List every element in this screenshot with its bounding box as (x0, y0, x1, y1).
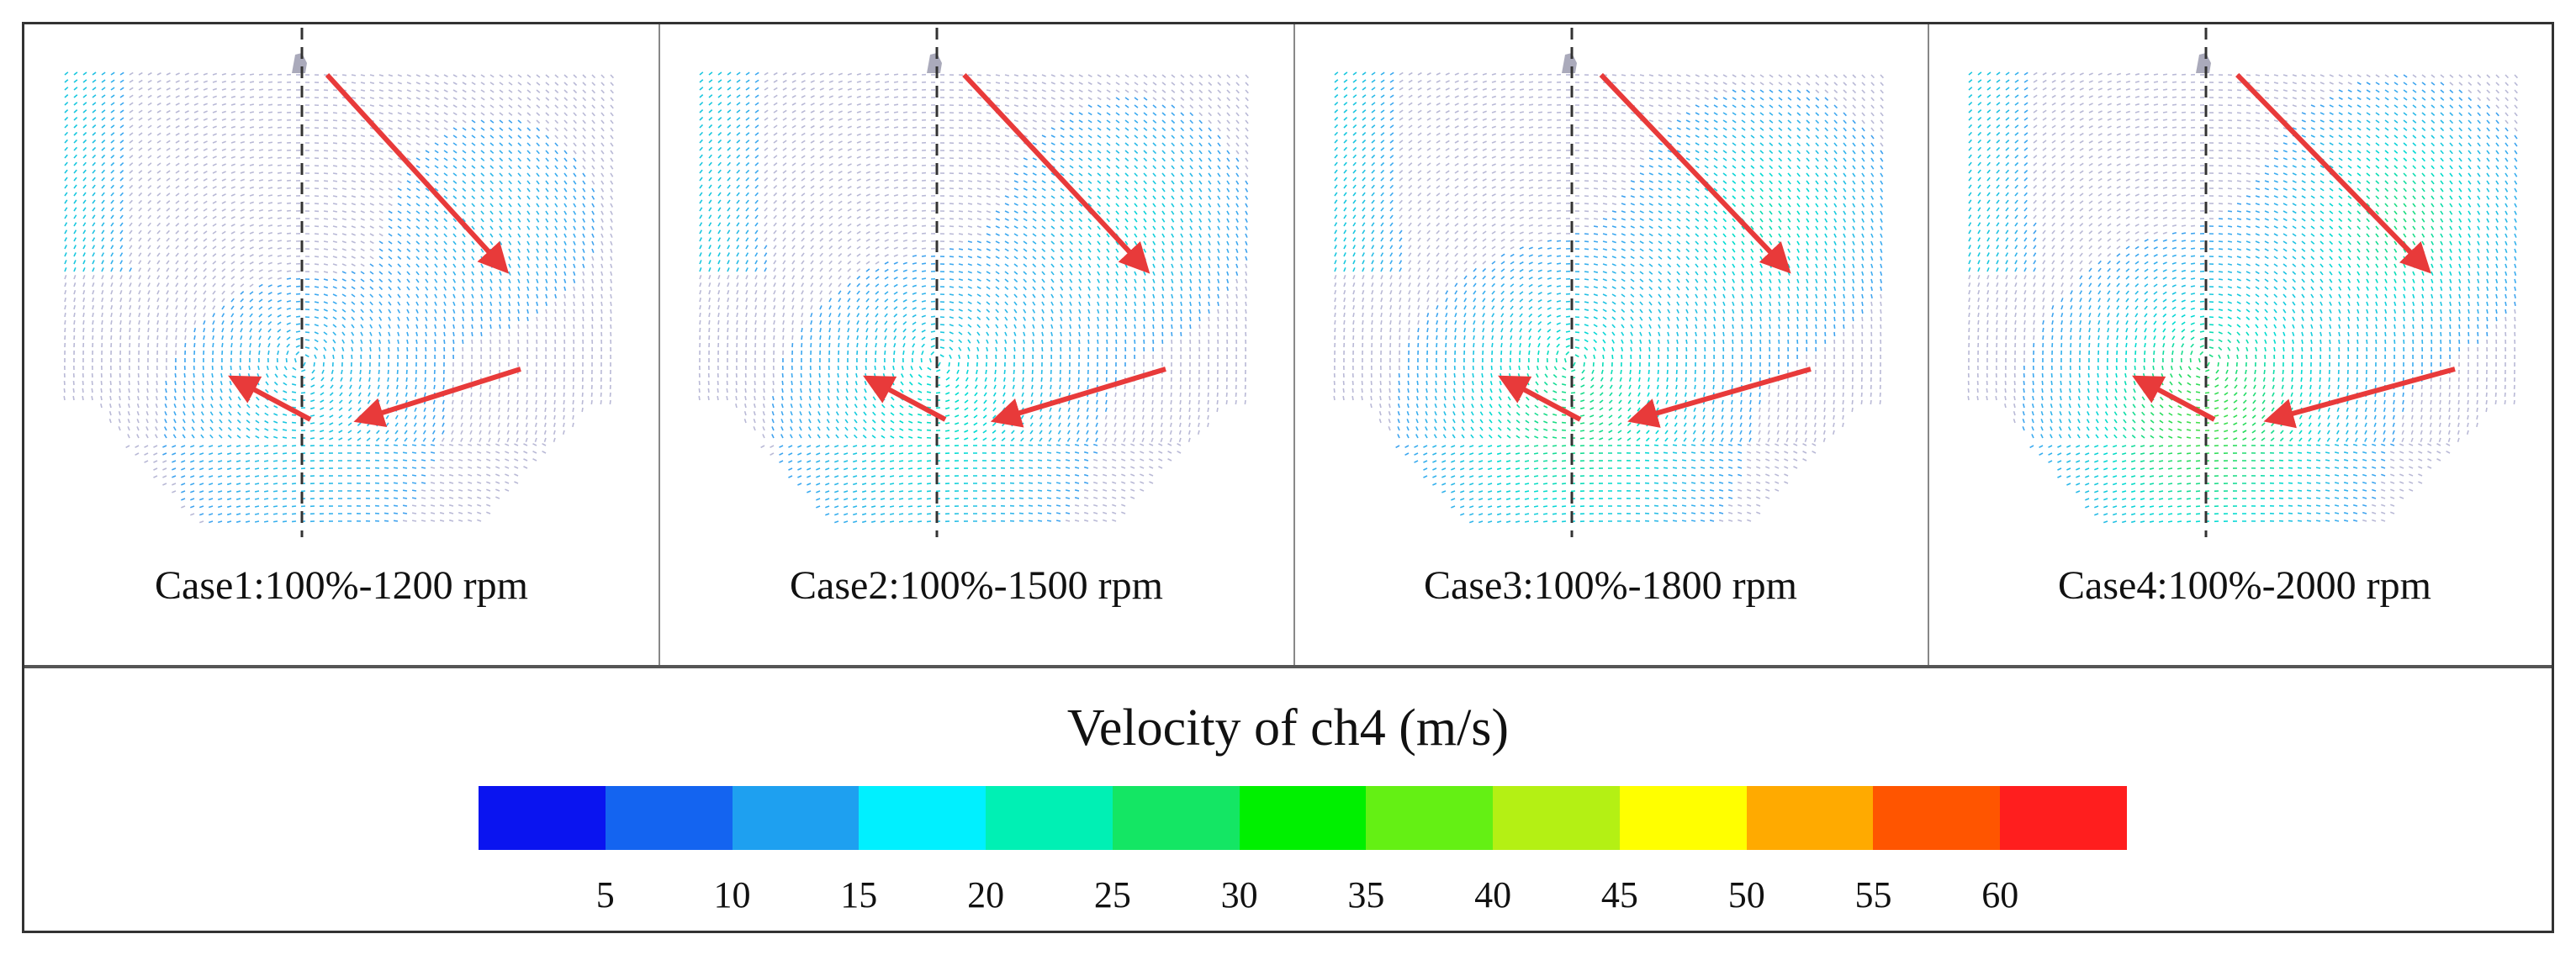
panel-divider (1293, 24, 1295, 665)
flow-arrow (1599, 72, 1791, 274)
colorbar-cell (859, 786, 986, 850)
flow-arrow (2263, 367, 2456, 429)
velocity-field-case1 (63, 28, 614, 537)
colorbar-cell (986, 786, 1113, 850)
colorbar-tick-label: 60 (1981, 874, 2019, 915)
colorbar-cell (1873, 786, 2001, 850)
colorbar-title: Velocity of ch4 (m/s) (1066, 699, 1510, 757)
colorbar-tick-label: 40 (1474, 874, 1512, 915)
colorbar-tick-label: 50 (1727, 874, 1765, 915)
flow-arrow (990, 367, 1166, 428)
colorbar-tick-label: 30 (1220, 874, 1258, 915)
velocity-field-case4 (1967, 28, 2518, 537)
colorbar-tick-label: 10 (713, 874, 751, 915)
colorbar-cell (1112, 786, 1240, 850)
colorbar-tick-label: 25 (1093, 874, 1131, 915)
colorbar-cell (1239, 786, 1367, 850)
injector-tip (1562, 53, 1577, 73)
colorbar-tick-label: 55 (1854, 874, 1892, 915)
colorbar-cell (1366, 786, 1494, 850)
colorbar-cell (1746, 786, 1874, 850)
flow-arrow (325, 72, 510, 274)
flow-arrow (2235, 72, 2431, 274)
case2-label: Case2:100%-1500 rpm (790, 563, 1163, 608)
colorbar-tick-label: 45 (1600, 874, 1638, 915)
colorbar-cell (605, 786, 733, 850)
flow-arrow (2132, 375, 2216, 422)
flow-arrow (228, 375, 312, 422)
colorbar-cell (1493, 786, 1621, 850)
flow-arrow (962, 72, 1150, 274)
case1-label: Case1:100%-1200 rpm (155, 563, 528, 608)
colorbar-tick-label: 15 (840, 874, 878, 915)
colorbar-cell (2000, 786, 2128, 850)
colorbar-tick-label: 35 (1347, 874, 1385, 915)
case4-label: Case4:100%-2000 rpm (2058, 563, 2431, 608)
flow-arrow (1627, 367, 1812, 428)
colorbar-tick-label: 20 (967, 874, 1005, 915)
colorbar-tick-label: 5 (595, 874, 615, 915)
flow-arrow (1498, 375, 1582, 422)
flow-arrow (353, 367, 521, 428)
panel-divider (1928, 24, 1929, 665)
colorbar-cell (1619, 786, 1748, 850)
colorbar-cell (732, 786, 860, 850)
case3-label: Case3:100%-1800 rpm (1424, 563, 1797, 608)
panel-divider (659, 24, 660, 665)
velocity-field-case3 (1333, 28, 1884, 537)
horizontal-divider (24, 665, 2552, 668)
injector-tip (927, 53, 942, 73)
colorbar-cell (479, 786, 606, 850)
flow-arrow (863, 375, 947, 422)
figure-frame: Case1:100%-1200 rpm Case2:100%-1500 rpm … (22, 22, 2554, 933)
velocity-field-case2 (698, 28, 1249, 537)
injector-tip (2196, 53, 2211, 73)
injector-tip (292, 53, 307, 73)
